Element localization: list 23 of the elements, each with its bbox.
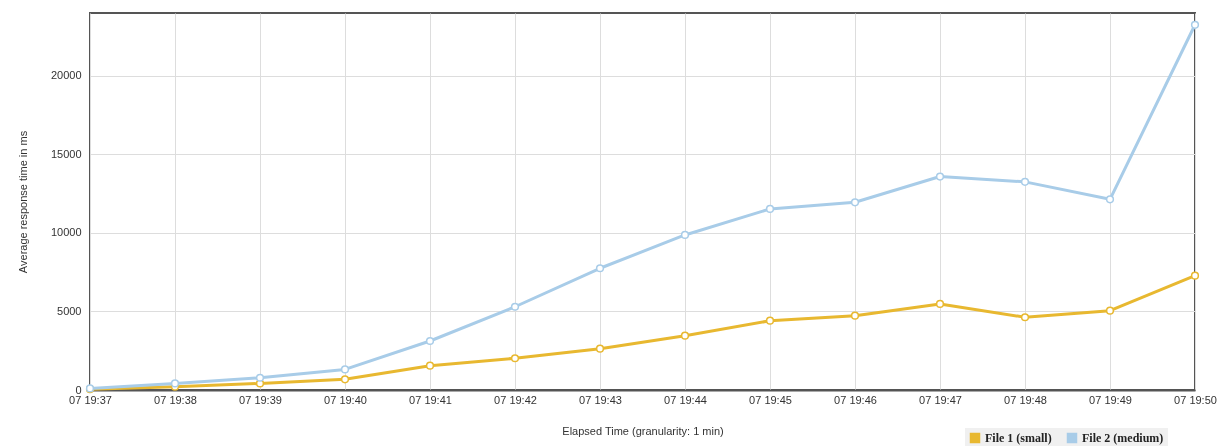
x-tick-label: 07 19:49 (1089, 393, 1132, 406)
x-tick-label: 07 19:42 (494, 393, 537, 406)
x-tick-label: 07 19:44 (664, 393, 707, 406)
y-tick-label: 10000 (50, 226, 82, 239)
x-tick-label: 07 19:50 (1174, 393, 1217, 406)
x-tick-label: 07 19:46 (834, 393, 877, 406)
x-tick-label: 07 19:43 (579, 393, 622, 406)
x-tick-label: 07 19:45 (749, 393, 792, 406)
x-tick-label: 07 19:38 (154, 393, 197, 406)
y-tick-label: 0 (75, 383, 82, 396)
x-tick-label: 07 19:40 (324, 393, 367, 406)
y-tick-label: 15000 (50, 147, 82, 160)
y-tick-label: 20000 (50, 69, 82, 82)
x-tick-label: 07 19:47 (919, 393, 962, 406)
x-tick-label: 07 19:37 (69, 393, 112, 406)
x-tick-label: 07 19:41 (409, 393, 452, 406)
legend-label: File 1 (small) (985, 431, 1052, 445)
y-tick-label: 5000 (57, 304, 82, 317)
legend-label: File 2 (medium) (1082, 431, 1164, 445)
x-axis-title: Elapsed Time (granularity: 1 min) (562, 424, 724, 437)
x-tick-label: 07 19:39 (239, 393, 282, 406)
x-tick-label: 07 19:48 (1004, 393, 1047, 406)
y-axis-title: Average response time in ms (16, 130, 29, 274)
